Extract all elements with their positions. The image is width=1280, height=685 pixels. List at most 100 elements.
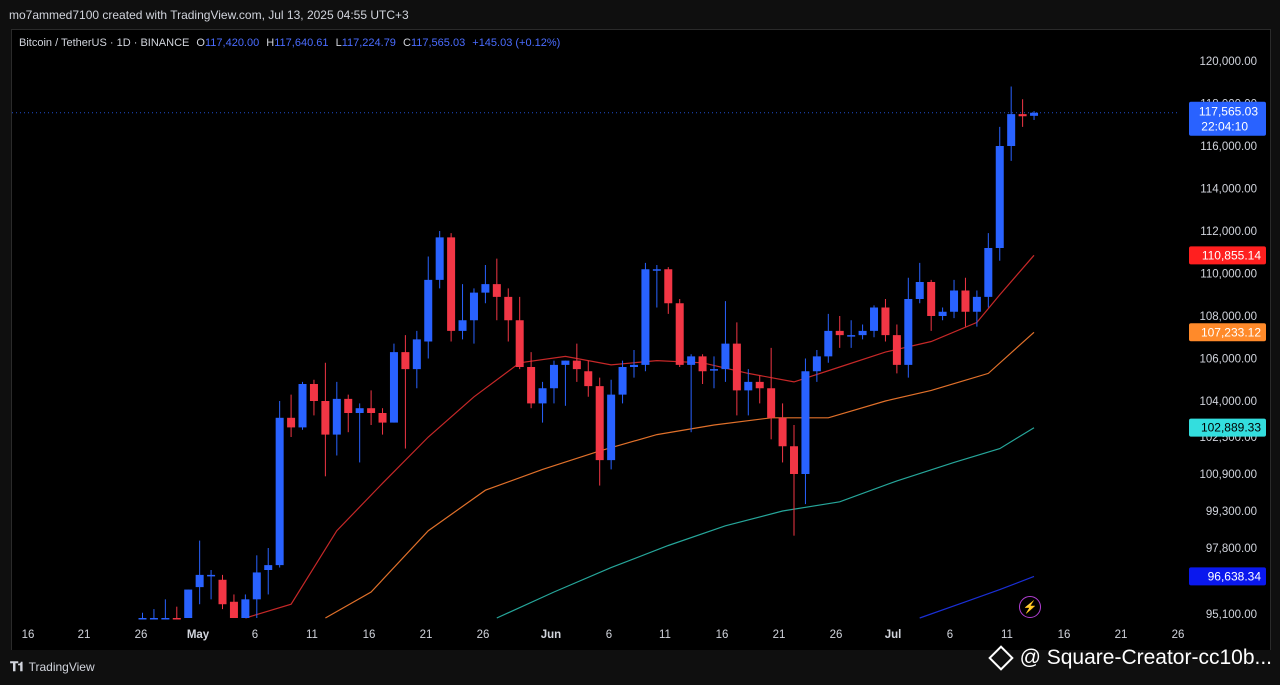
candle-body xyxy=(664,269,673,304)
x-tick-label: 26 xyxy=(135,629,148,641)
candle-body xyxy=(812,356,821,372)
moving-average-line xyxy=(245,254,1035,619)
candle xyxy=(721,301,730,382)
candle-body xyxy=(824,330,833,357)
moving-average-layer xyxy=(245,254,1035,619)
candle xyxy=(275,401,284,568)
candle xyxy=(229,594,238,618)
candle xyxy=(972,290,981,327)
candle-body xyxy=(595,386,604,461)
ma-value-badge xyxy=(1189,323,1266,342)
x-tick-label: 16 xyxy=(716,629,729,641)
candle-body xyxy=(264,565,273,570)
candle-layer xyxy=(138,86,1039,620)
candle-body xyxy=(481,284,490,293)
y-tick-label: 116,000.00 xyxy=(1200,141,1257,153)
candle-body xyxy=(561,360,570,365)
candle-body xyxy=(1018,114,1027,117)
y-axis: 95,100.0097,800.0099,300.00100,900.00102… xyxy=(1199,56,1257,621)
candle-body xyxy=(1007,114,1016,146)
candle-body xyxy=(538,388,547,404)
candle xyxy=(424,256,433,359)
symbol-name[interactable]: Bitcoin / TetherUS · 1D · BINANCE xyxy=(19,37,190,49)
x-tick-label: 26 xyxy=(1172,629,1185,641)
candle xyxy=(915,262,924,304)
lightning-icon[interactable]: ⚡ xyxy=(1019,596,1041,618)
change-value: +145.03 (+0.12%) xyxy=(472,37,561,49)
candle xyxy=(252,555,261,618)
y-tick-label: 120,000.00 xyxy=(1199,56,1257,68)
candle xyxy=(435,231,444,289)
candle xyxy=(367,390,376,425)
candle-body xyxy=(229,601,238,618)
candle-body xyxy=(584,371,593,387)
last-price-badge xyxy=(1189,101,1266,136)
x-tick-label: 11 xyxy=(1001,629,1013,641)
high-value: 117,640.61 xyxy=(274,37,329,49)
x-tick-label: 21 xyxy=(420,629,433,641)
x-axis: 16 21 26 May 6 11 16 21 26 Jun 6 11 16 21 26 Jul 6 11 16 21… xyxy=(22,629,1185,641)
moving-average-line xyxy=(919,575,1035,619)
candle xyxy=(572,343,581,382)
ma-value-badge xyxy=(1189,246,1266,265)
candle-body xyxy=(172,618,181,620)
candle-body xyxy=(492,284,501,297)
x-tick-label: 16 xyxy=(22,629,35,641)
candle-body xyxy=(309,384,318,401)
candle-body xyxy=(367,408,376,413)
candle-body xyxy=(972,296,981,312)
candle xyxy=(172,606,181,620)
candle xyxy=(584,360,593,397)
y-tick-label: 110,000.00 xyxy=(1200,269,1257,281)
candle xyxy=(950,279,959,319)
price-chart[interactable]: 95,100.00 97,800.00 99,300.00 100,900.00 102… xyxy=(0,0,1280,650)
candle xyxy=(732,322,741,416)
candle xyxy=(161,599,170,620)
candle-body xyxy=(469,292,478,321)
x-tick-label: 21 xyxy=(1115,629,1128,641)
candle-body xyxy=(618,367,627,395)
candle-body xyxy=(904,299,913,365)
y-tick-label: 112,000.00 xyxy=(1200,226,1257,238)
candle-body xyxy=(698,356,707,372)
candle xyxy=(321,362,330,477)
header-bar: mo7ammed7100 created with TradingView.co… xyxy=(0,0,1280,30)
candle-body xyxy=(870,307,879,331)
moving-average-line xyxy=(496,427,1035,619)
candle xyxy=(767,347,776,440)
x-tick-label: 6 xyxy=(947,629,953,641)
x-tick-label: 11 xyxy=(659,629,671,641)
candle xyxy=(458,284,467,340)
candle xyxy=(412,330,421,389)
candle xyxy=(641,262,650,372)
candle xyxy=(1007,86,1016,161)
candle xyxy=(298,381,307,430)
candle-body xyxy=(298,384,307,428)
candle xyxy=(561,360,570,406)
candle xyxy=(961,277,970,327)
candle-body xyxy=(687,356,696,365)
x-tick-label: 6 xyxy=(252,629,258,641)
candle xyxy=(675,299,684,367)
candle-body xyxy=(332,398,341,435)
candle xyxy=(287,394,296,437)
candle-body xyxy=(927,282,936,316)
ma-value-label: 96,638.34 xyxy=(1208,569,1262,583)
candle-body xyxy=(732,343,741,391)
candle-body xyxy=(950,290,959,312)
candle xyxy=(138,612,147,620)
open-value: 117,420.00 xyxy=(204,37,260,49)
footer-bar xyxy=(0,650,1280,685)
candle xyxy=(607,379,616,470)
y-tick-label: 108,000.00 xyxy=(1199,311,1257,323)
candle-body xyxy=(607,394,616,461)
candle xyxy=(264,548,273,595)
candle-body xyxy=(149,618,158,620)
close-label: C xyxy=(403,37,411,49)
y-tick-label: 95,100.00 xyxy=(1206,609,1257,621)
candle xyxy=(481,265,490,304)
candle xyxy=(527,352,536,409)
candle-body xyxy=(275,417,284,566)
moving-average-line xyxy=(325,331,1035,619)
